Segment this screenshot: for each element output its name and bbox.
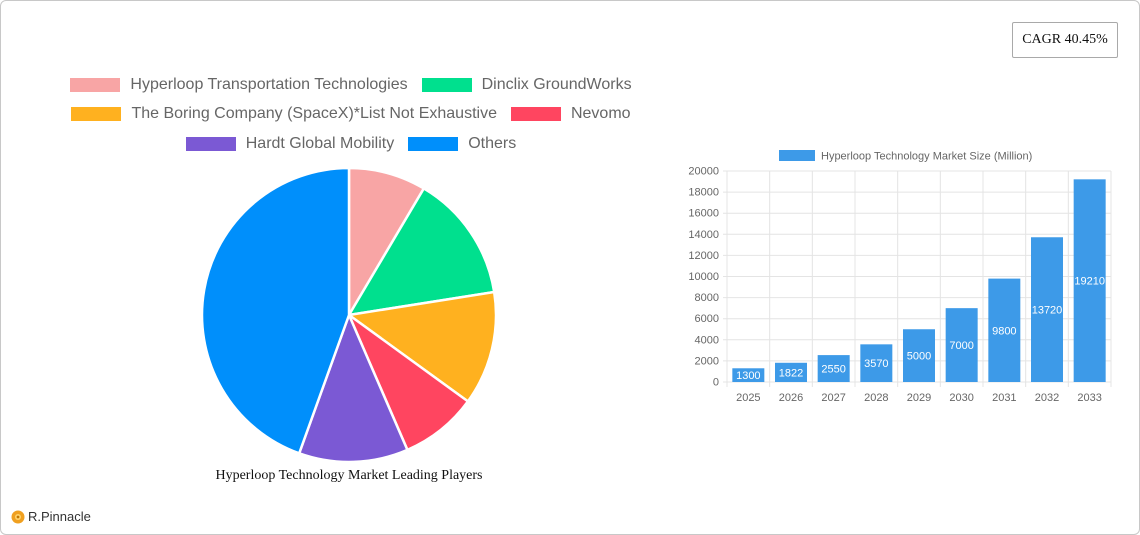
legend-swatch bbox=[71, 107, 122, 121]
legend-label: Nevomo bbox=[570, 105, 631, 122]
legend-row: Hyperloop Transportation Technologies Din… bbox=[1, 76, 701, 94]
y-tick-label: 18000 bbox=[688, 187, 719, 199]
pie-slice[interactable] bbox=[200, 166, 351, 455]
bar-value-label: 13720 bbox=[1032, 305, 1063, 317]
y-tick-label: 14000 bbox=[688, 229, 719, 241]
bar-legend-label: Hyperloop Technology Market Size (Millio… bbox=[821, 151, 1032, 163]
y-tick-label: 16000 bbox=[688, 208, 719, 220]
legend-swatch bbox=[185, 137, 236, 151]
legend-item[interactable]: Nevomo bbox=[510, 105, 631, 123]
legend-item[interactable]: Others bbox=[408, 135, 516, 153]
bar[interactable] bbox=[903, 329, 935, 382]
x-tick-label: 2031 bbox=[992, 392, 1016, 404]
y-tick-label: 2000 bbox=[695, 355, 719, 367]
legend-label: Dinclix GroundWorks bbox=[481, 76, 632, 93]
bar-chart: Hyperloop Technology Market Size (Millio… bbox=[688, 150, 1112, 404]
legend-label: The Boring Company (SpaceX)*List Not Exh… bbox=[131, 105, 497, 122]
bar-value-label: 3570 bbox=[864, 358, 888, 370]
legend-swatch bbox=[408, 137, 459, 151]
cagr-badge: CAGR 40.45% bbox=[1012, 22, 1118, 58]
pie-slice[interactable] bbox=[345, 290, 498, 404]
legend-swatch bbox=[421, 78, 472, 92]
y-tick-label: 6000 bbox=[695, 313, 719, 325]
brand-logo: R.Pinnacle bbox=[11, 509, 91, 524]
pie-chart-title: Hyperloop Technology Market Leading Play… bbox=[215, 468, 483, 483]
y-tick-label: 10000 bbox=[688, 271, 719, 283]
y-tick-label: 20000 bbox=[688, 166, 719, 178]
legend-swatch bbox=[70, 78, 121, 92]
legend-item[interactable]: The Boring Company (SpaceX)*List Not Exh… bbox=[71, 105, 497, 123]
x-tick-label: 2032 bbox=[1035, 392, 1059, 404]
y-tick-label: 4000 bbox=[695, 334, 719, 346]
x-tick-label: 2029 bbox=[907, 392, 931, 404]
brand-name: R.Pinnacle bbox=[28, 509, 91, 524]
legend-item[interactable]: Hardt Global Mobility bbox=[185, 135, 395, 153]
bar[interactable] bbox=[860, 344, 893, 382]
bar[interactable] bbox=[775, 362, 807, 382]
legend-item[interactable]: Hyperloop Transportation Technologies bbox=[70, 76, 408, 94]
bar-value-label: 2550 bbox=[821, 364, 845, 376]
legend-label: Hardt Global Mobility bbox=[245, 135, 395, 152]
bar-value-label: 5000 bbox=[907, 351, 931, 363]
legend-row: The Boring Company (SpaceX)*List Not Exh… bbox=[1, 105, 701, 123]
x-tick-label: 2033 bbox=[1077, 392, 1101, 404]
legend-label: Hyperloop Transportation Technologies bbox=[130, 76, 408, 93]
legend-row: Hardt Global Mobility Others bbox=[1, 135, 701, 153]
pie-chart bbox=[200, 166, 498, 464]
y-tick-label: 0 bbox=[713, 377, 719, 389]
x-tick-label: 2028 bbox=[864, 392, 888, 404]
bar[interactable] bbox=[732, 368, 765, 382]
bar-value-label: 1822 bbox=[779, 367, 803, 379]
pie-slice[interactable] bbox=[297, 311, 410, 464]
bar[interactable] bbox=[945, 308, 978, 382]
bar-legend[interactable]: Hyperloop Technology Market Size (Millio… bbox=[779, 150, 1032, 163]
bar[interactable] bbox=[817, 355, 850, 382]
x-tick-label: 2026 bbox=[779, 392, 803, 404]
bar-value-label: 19210 bbox=[1074, 276, 1105, 288]
pie-slice[interactable] bbox=[346, 186, 496, 317]
bar[interactable] bbox=[988, 278, 1021, 382]
x-tick-label: 2030 bbox=[949, 392, 973, 404]
x-tick-label: 2025 bbox=[736, 392, 760, 404]
bar[interactable] bbox=[1073, 179, 1106, 382]
legend-item[interactable]: Dinclix GroundWorks bbox=[421, 76, 632, 94]
bar-value-label: 9800 bbox=[992, 325, 1016, 337]
bar-value-label: 1300 bbox=[736, 370, 760, 382]
y-tick-label: 12000 bbox=[688, 250, 719, 262]
bar[interactable] bbox=[1031, 237, 1063, 382]
x-tick-label: 2027 bbox=[821, 392, 845, 404]
bar-legend-swatch bbox=[779, 150, 815, 161]
y-tick-label: 8000 bbox=[695, 292, 719, 304]
bar-value-label: 7000 bbox=[949, 340, 973, 352]
legend-label: Others bbox=[468, 135, 517, 152]
legend-swatch bbox=[510, 107, 561, 121]
sunflower-icon bbox=[11, 510, 25, 523]
